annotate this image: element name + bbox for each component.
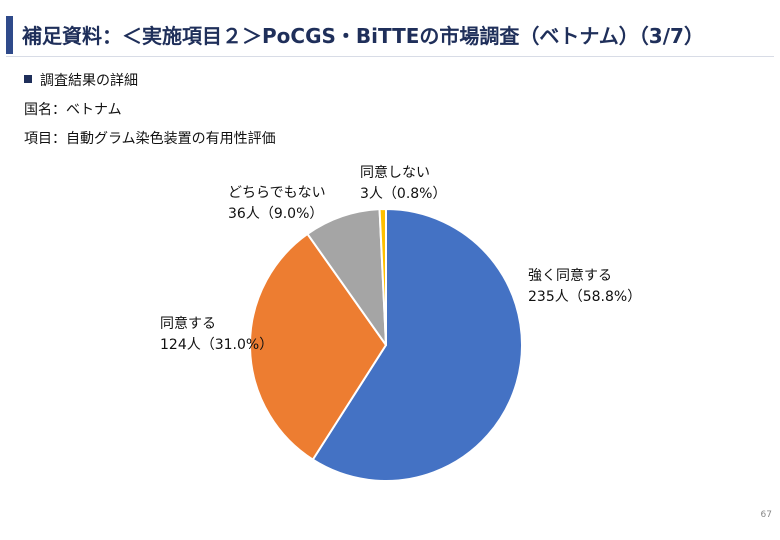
- slice-disagree: [378, 207, 387, 346]
- slice-value-agree: 124人（31.0%）: [160, 337, 273, 353]
- slice-value-disagree: 3人（0.8%）: [360, 186, 446, 202]
- section-heading-text: 調査結果の詳細: [40, 73, 138, 89]
- slice-strongly-agree: [311, 208, 523, 482]
- slice-label-agree: 同意する: [160, 315, 216, 332]
- slice-value-neutral: 36人（9.0%）: [228, 206, 323, 222]
- section-heading: 調査結果の詳細: [24, 70, 138, 90]
- page-title: 補足資料：＜実施項目２＞PoCGS・BiTTEの市場調査（ベトナム）（3/7）: [22, 24, 704, 48]
- item-line: 項目：自動グラム染色装置の有用性評価: [24, 131, 276, 147]
- square-bullet-icon: [24, 75, 32, 83]
- title-divider: [6, 56, 774, 57]
- page-number: 67: [760, 510, 772, 520]
- slice-label-strongly-agree: 強く同意する: [528, 267, 612, 284]
- slice-label-disagree: 同意しない: [360, 164, 430, 181]
- country-line: 国名：ベトナム: [24, 102, 122, 118]
- slice-label-neutral: どちらでもない: [228, 185, 326, 201]
- slice-agree: [249, 232, 387, 461]
- pie-slices: [249, 207, 523, 482]
- slice-value-strongly-agree: 235人（58.8%）: [528, 289, 641, 305]
- title-accent-bar: [6, 16, 13, 54]
- pie-labels: 強く同意する 235人（58.8%） 同意する 124人（31.0%） どちらで…: [160, 164, 641, 353]
